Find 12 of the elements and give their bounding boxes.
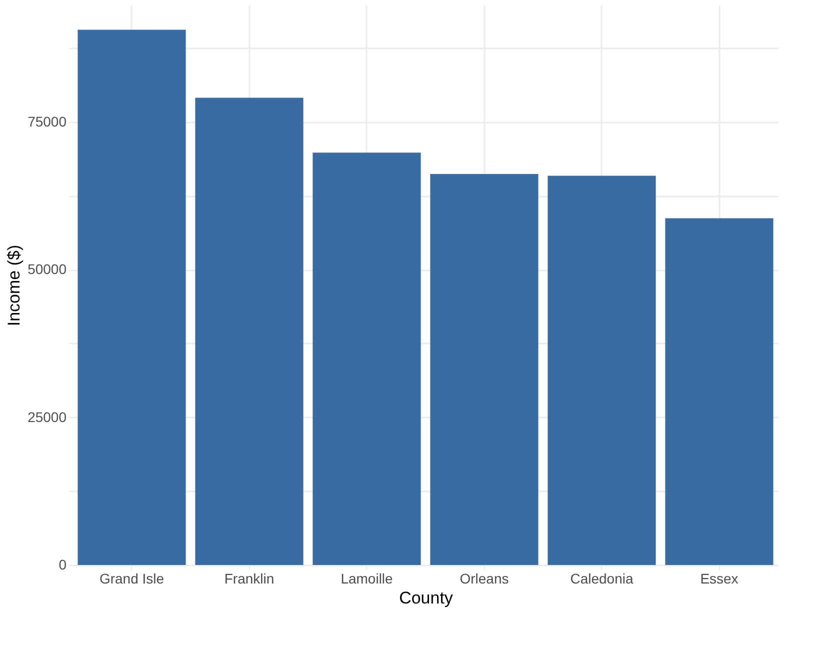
y-axis-title: Income ($) — [4, 244, 24, 326]
x-tick-label: Lamoille — [340, 570, 394, 586]
y-tick-label: 50000 — [28, 261, 67, 278]
y-tick-label: 0 — [58, 556, 67, 572]
x-tick-label: Caledonia — [570, 570, 634, 586]
y-tick-label: 25000 — [28, 408, 67, 425]
x-tick-label: Grand Isle — [99, 570, 164, 586]
x-tick-label: Orleans — [460, 570, 509, 586]
x-axis-title: County — [399, 588, 454, 608]
x-tick-label: Franklin — [224, 570, 274, 586]
x-tick-label: Essex — [700, 570, 738, 586]
y-tick-label: 75000 — [28, 113, 67, 130]
